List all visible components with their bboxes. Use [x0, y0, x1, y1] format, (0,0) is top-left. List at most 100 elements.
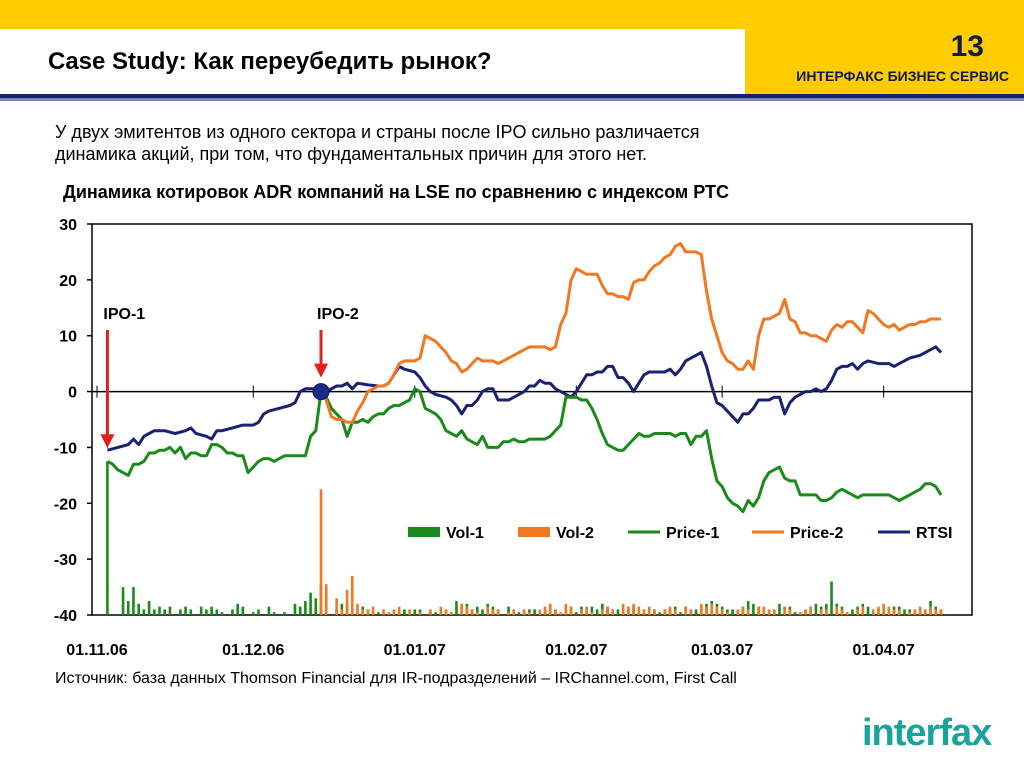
volume-bar-vol-1 — [205, 609, 208, 615]
volume-bar-vol-2 — [627, 606, 630, 615]
volume-bar-vol-1 — [595, 609, 599, 615]
volume-bar-vol-1 — [574, 612, 578, 615]
y-tick-label: 20 — [59, 273, 77, 290]
volume-bar-vol-2 — [809, 606, 813, 615]
y-tick-label: 10 — [59, 329, 77, 346]
volume-bar-vol-1 — [481, 609, 484, 615]
volume-bar-vol-1 — [137, 603, 140, 615]
volume-bar-vol-2 — [397, 606, 401, 615]
volume-bar-vol-2 — [835, 606, 839, 615]
ipo-arrow-head — [314, 363, 329, 378]
volume-bar-vol-2 — [580, 609, 583, 615]
y-tick-label: 0 — [68, 385, 77, 402]
volume-bar-vol-2 — [507, 612, 510, 615]
volume-bar-vol-2 — [819, 609, 823, 615]
volume-bar-vol-2 — [689, 609, 693, 615]
volume-bar-vol-2 — [871, 609, 875, 615]
legend-label-price-1: Price-1 — [666, 525, 719, 542]
volume-bar-vol-2 — [345, 589, 349, 615]
volume-bar-vol-2 — [715, 606, 719, 615]
volume-bar-vol-2 — [512, 609, 516, 615]
volume-bar-vol-2 — [590, 612, 594, 615]
intro-line-1: У двух эмитентов из одного сектора и стр… — [55, 122, 700, 142]
volume-bar-vol-2 — [538, 609, 542, 615]
volume-bar-vol-1 — [434, 612, 437, 615]
volume-bar-vol-1 — [851, 609, 854, 615]
volume-bar-vol-1 — [694, 609, 698, 615]
ipo-label: IPO-2 — [317, 306, 359, 323]
plot-area — [91, 223, 973, 616]
y-tick-label: -30 — [54, 552, 77, 569]
volume-bar-vol-1 — [533, 609, 536, 615]
volume-bar-vol-1 — [179, 609, 182, 615]
volume-bar-vol-1 — [236, 603, 239, 615]
volume-bar-vol-1 — [814, 603, 818, 615]
volume-bar-vol-1 — [168, 606, 172, 615]
volume-bar-vol-2 — [486, 606, 490, 615]
volume-bar-vol-2 — [908, 612, 911, 615]
volume-bar-vol-2 — [319, 489, 323, 615]
volume-bar-vol-2 — [736, 609, 740, 615]
volume-bar-vol-2 — [387, 612, 391, 615]
volume-bar-vol-1 — [309, 592, 312, 615]
chart-title: Динамика котировок ADR компаний на LSE п… — [63, 182, 729, 202]
volume-bar-vol-1 — [142, 609, 146, 615]
volume-bar-vol-2 — [877, 606, 880, 615]
volume-bar-vol-2 — [564, 603, 568, 615]
volume-bar-vol-1 — [658, 612, 661, 615]
volume-bar-vol-2 — [611, 609, 615, 615]
volume-bar-vol-2 — [783, 606, 786, 615]
volume-bar-vol-2 — [788, 609, 792, 615]
volume-bar-vol-2 — [382, 609, 385, 615]
volume-bar-vol-1 — [241, 606, 245, 615]
volume-bar-vol-1 — [106, 461, 109, 615]
title-box — [0, 29, 745, 96]
volume-bar-vol-2 — [673, 609, 677, 615]
x-tick-label: 01.11.06 — [66, 642, 128, 659]
volume-bar-vol-1 — [293, 603, 297, 615]
volume-bar-vol-2 — [934, 609, 938, 615]
volume-bar-vol-1 — [314, 598, 318, 615]
volume-bar-vol-2 — [762, 606, 766, 615]
volume-bar-vol-2 — [408, 609, 411, 615]
volume-bar-vol-2 — [585, 606, 589, 615]
volume-bar-vol-1 — [298, 606, 302, 615]
volume-bar-vol-2 — [647, 606, 651, 615]
x-tick-label: 01.02.07 — [545, 642, 607, 659]
volume-bar-vol-2 — [720, 609, 724, 615]
volume-bar-vol-1 — [413, 609, 417, 615]
volume-bar-vol-2 — [340, 609, 344, 615]
volume-bar-vol-1 — [616, 609, 620, 615]
volume-bar-vol-1 — [590, 606, 594, 615]
x-tick-label: 01.03.07 — [691, 642, 753, 659]
volume-bar-vol-2 — [705, 606, 708, 615]
volume-bar-vol-1 — [153, 609, 156, 615]
volume-bar-vol-1 — [903, 609, 906, 615]
volume-bar-vol-2 — [569, 606, 573, 615]
series-line-price-1 — [106, 387, 943, 514]
ipo-arrow-head — [100, 434, 115, 449]
volume-bar-vol-2 — [392, 609, 396, 615]
volume-bar-vol-2 — [632, 603, 635, 615]
intro-line-2: динамика акций, при том, что фундаментал… — [55, 144, 647, 164]
volume-bar-vol-2 — [741, 606, 745, 615]
volume-bar-vol-1 — [304, 601, 307, 615]
volume-bar-vol-1 — [403, 609, 406, 615]
volume-bar-vol-2 — [361, 609, 364, 615]
volume-bar-vol-1 — [517, 612, 521, 615]
volume-bar-vol-2 — [522, 609, 526, 615]
slide-number: 13 — [950, 30, 984, 63]
volume-bar-vol-1 — [126, 601, 130, 615]
x-tick-label: 01.12.06 — [222, 642, 284, 659]
volume-bar-vol-2 — [475, 612, 479, 615]
volume-bar-vol-1 — [793, 612, 797, 615]
volume-bar-vol-1 — [132, 587, 135, 615]
legend-label-rtsi: RTSI — [916, 525, 952, 542]
volume-bar-vol-2 — [559, 612, 562, 615]
volume-bar-vol-1 — [210, 606, 213, 615]
volume-bar-vol-2 — [767, 609, 771, 615]
volume-bar-vol-1 — [830, 581, 833, 615]
y-tick-label: -40 — [54, 608, 77, 625]
legend-swatch-vol-1 — [408, 527, 440, 537]
volume-bar-vol-2 — [804, 609, 807, 615]
